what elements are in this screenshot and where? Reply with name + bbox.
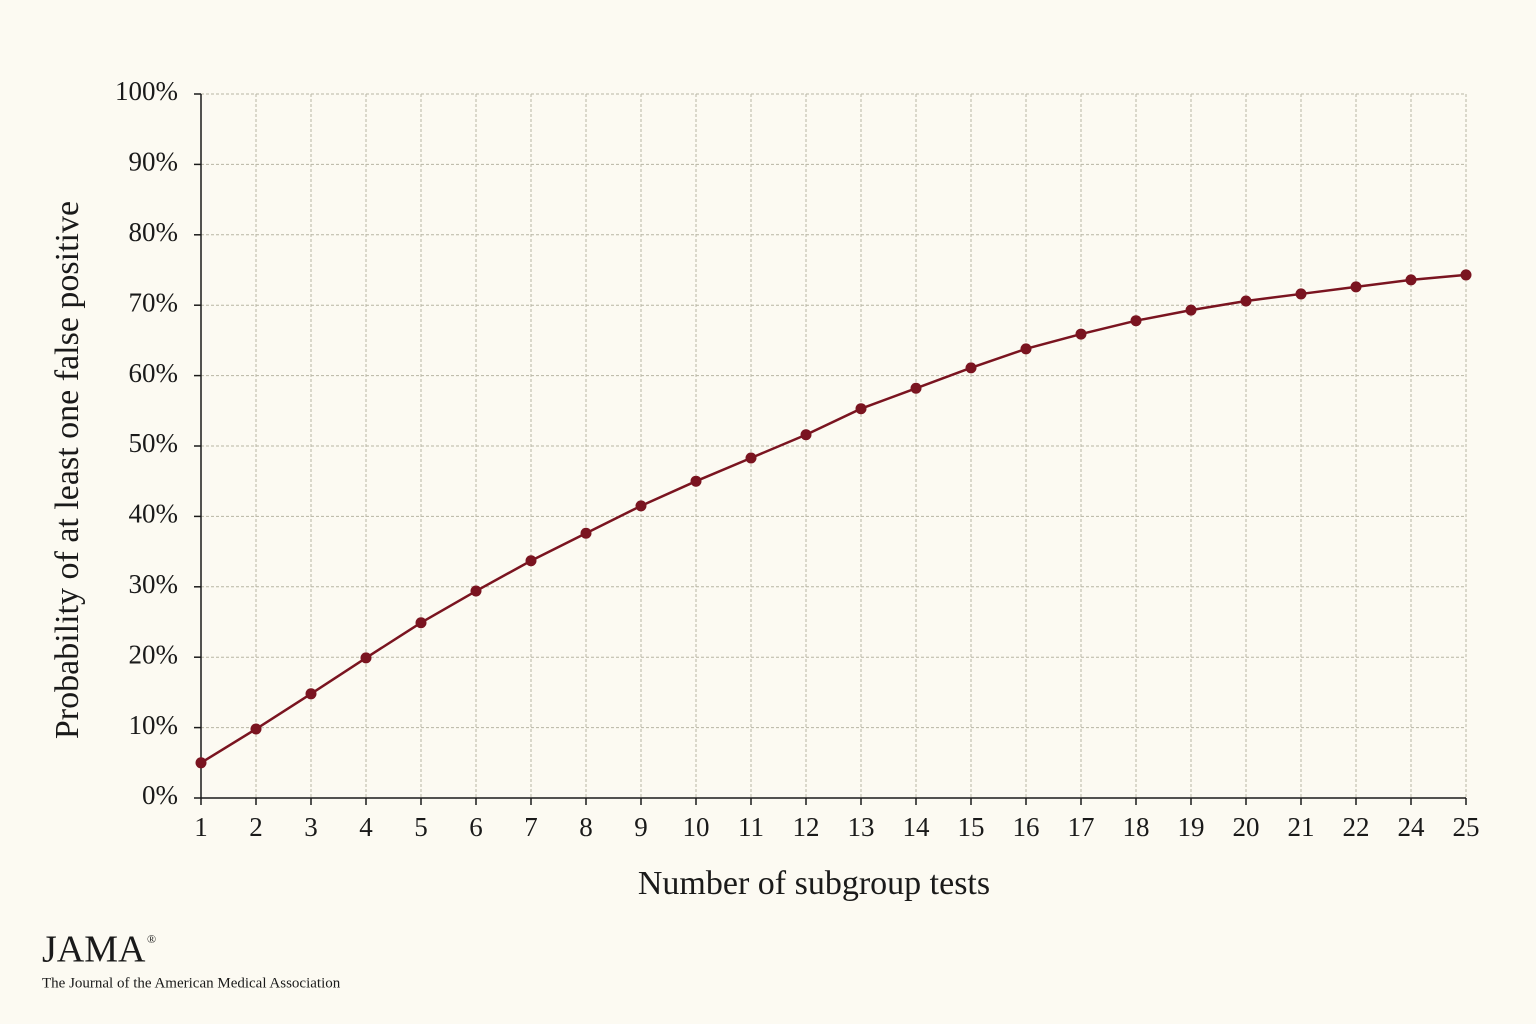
y-tick-label: 10%: [129, 710, 179, 740]
x-tick-label: 8: [579, 812, 593, 842]
logo: JAMA: [42, 929, 146, 971]
x-tick-label: 17: [1068, 812, 1095, 842]
x-tick-label: 24: [1398, 812, 1426, 842]
point: [1130, 315, 1142, 327]
x-tick-label: 6: [469, 812, 483, 842]
y-axis-label: Probability of at least one false positi…: [49, 201, 86, 739]
point: [250, 723, 262, 735]
x-tick-label: 7: [524, 812, 538, 842]
point: [415, 617, 427, 629]
y-tick-label: 0%: [142, 780, 178, 810]
point: [1240, 295, 1252, 307]
line: [200, 273, 1467, 764]
x-tick-label: 18: [1123, 812, 1150, 842]
point: [745, 452, 757, 464]
x-tick-label: 2: [249, 812, 263, 842]
point: [525, 555, 537, 567]
point: [1350, 281, 1362, 293]
x-tick-label: 9: [634, 812, 648, 842]
x-axis-label: Number of subgroup tests: [638, 865, 990, 902]
point: [690, 475, 702, 487]
point: [470, 585, 482, 597]
x-tick-label: 4: [359, 812, 373, 842]
point: [855, 403, 867, 415]
point: [580, 527, 592, 539]
y-tick-label: 80%: [129, 217, 179, 247]
x-tick-label: 1: [194, 812, 208, 842]
point: [305, 688, 317, 700]
point: [1185, 304, 1197, 316]
point: [360, 652, 372, 664]
y-tick-label: 30%: [129, 569, 179, 599]
x-tick-label: 14: [903, 812, 931, 842]
x-tick-label: 25: [1453, 812, 1480, 842]
point: [1295, 288, 1307, 300]
point: [635, 500, 647, 512]
x-tick-label: 15: [958, 812, 985, 842]
y-tick-label: 90%: [129, 147, 179, 177]
y-tick-label: 20%: [129, 639, 179, 669]
x-tick-label: 22: [1343, 812, 1370, 842]
point: [195, 757, 207, 769]
point: [965, 362, 977, 374]
x-tick-label: 13: [848, 812, 875, 842]
point: [1405, 274, 1417, 286]
point: [1075, 328, 1087, 340]
y-tick-label: 100%: [115, 76, 178, 106]
point: [1460, 269, 1472, 281]
y-tick-label: 50%: [129, 428, 179, 458]
point: [1020, 343, 1032, 355]
x-tick-label: 3: [304, 812, 318, 842]
x-tick-label: 21: [1288, 812, 1315, 842]
y-tick-label: 60%: [129, 358, 179, 388]
y-tick-label: 70%: [129, 287, 179, 317]
x-tick-label: 11: [738, 812, 764, 842]
point: [910, 382, 922, 394]
x-tick-label: 12: [793, 812, 820, 842]
x-tick-label: 16: [1013, 812, 1040, 842]
x-tick-label: 19: [1178, 812, 1205, 842]
y-tick-label: 40%: [129, 499, 179, 529]
registered-mark: ®: [147, 932, 156, 946]
x-tick-label: 5: [414, 812, 428, 842]
x-tick-label: 20: [1233, 812, 1260, 842]
tagline: The Journal of the American Medical Asso…: [42, 975, 341, 991]
x-tick-label: 10: [683, 812, 710, 842]
point: [800, 429, 812, 441]
